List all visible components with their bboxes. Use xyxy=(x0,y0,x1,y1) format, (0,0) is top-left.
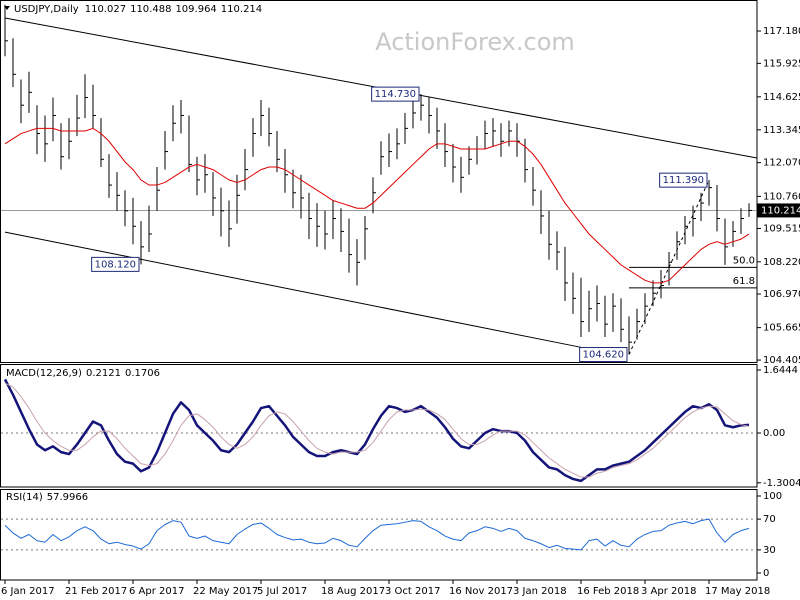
indicator-line xyxy=(3,378,750,483)
watermark: ActionForex.com xyxy=(375,28,575,56)
annotation-box xyxy=(371,86,420,102)
x-tick-label: 3 Apr 2018 xyxy=(641,586,696,597)
y-tick-label: 104.405 xyxy=(763,355,800,366)
y-tick-label: -1.3004 xyxy=(763,478,800,489)
rsi-header: RSI(14) 57.9966 xyxy=(6,492,88,503)
fib-label: 61.8 xyxy=(733,276,755,287)
y-tick-label: 105.665 xyxy=(763,323,800,334)
annotation-box xyxy=(659,172,708,188)
y-tick-label: 114.625 xyxy=(763,92,800,103)
y-tick-label: 30 xyxy=(763,545,776,556)
annotation-box xyxy=(91,256,140,272)
macd-title: MACD(12,26,9) xyxy=(6,368,82,379)
x-tick-label: 17 May 2018 xyxy=(705,586,770,597)
macd-value: 0.2121 xyxy=(86,368,121,379)
last-price-label: 110.214 xyxy=(761,205,800,216)
y-tick-label: 106.970 xyxy=(763,289,800,300)
x-tick-label: 5 Jul 2017 xyxy=(257,586,307,597)
x-tick-label: 21 Feb 2017 xyxy=(65,586,127,597)
annotation: 111.390 xyxy=(659,172,708,188)
rsi-panel-border xyxy=(0,489,758,581)
annotation: 114.730 xyxy=(371,86,420,102)
moving-average xyxy=(4,127,750,284)
x-tick-label: 18 Aug 2017 xyxy=(321,586,385,597)
rsi-value: 57.9966 xyxy=(47,492,88,503)
annotation-label: 111.390 xyxy=(663,175,704,186)
y-tick-label: 110.760 xyxy=(763,191,800,202)
annotation-label: 108.120 xyxy=(95,259,136,270)
annotation: 104.620 xyxy=(579,347,628,363)
trendline xyxy=(4,231,582,348)
last-price-box xyxy=(757,203,800,218)
quote-open: 110.027 xyxy=(85,4,126,15)
rsi-title: RSI(14) xyxy=(6,492,43,503)
fib-label: 50.0 xyxy=(733,255,755,266)
y-tick-label: 117.180 xyxy=(763,26,800,37)
price-panel-border xyxy=(0,0,758,363)
quote-low: 109.964 xyxy=(175,4,216,15)
x-tick-label: 3 Jan 2018 xyxy=(513,586,567,597)
x-tick-label: 16 Nov 2017 xyxy=(449,586,513,597)
x-tick-label: 6 Jan 2017 xyxy=(1,586,55,597)
y-tick-label: 112.070 xyxy=(763,158,800,169)
annotation-label: 104.620 xyxy=(583,350,624,361)
quote-close: 110.214 xyxy=(221,4,262,15)
y-tick-label: 0 xyxy=(763,568,769,579)
y-tick-label: 109.515 xyxy=(763,223,800,234)
x-tick-label: 6 Apr 2017 xyxy=(129,586,184,597)
x-tick-label: 16 Feb 2018 xyxy=(577,586,639,597)
x-tick-label: 22 May 2017 xyxy=(193,586,258,597)
annotation: 108.120 xyxy=(91,256,140,272)
macd-panel-border xyxy=(0,364,758,488)
indicator-line xyxy=(4,382,750,478)
price-header: USDJPY,Daily 110.027 110.488 109.964 110.214 xyxy=(14,4,262,15)
quote-high: 110.488 xyxy=(130,4,171,15)
y-tick-label: 115.925 xyxy=(763,58,800,69)
annotation-label: 114.730 xyxy=(375,89,416,100)
indicator-line xyxy=(4,518,750,551)
trendline xyxy=(628,179,710,355)
macd-header: MACD(12,26,9) 0.2121 0.1706 xyxy=(6,368,160,379)
y-tick-label: 108.220 xyxy=(763,257,800,268)
y-tick-label: 0.00 xyxy=(763,428,785,439)
signal-value: 0.1706 xyxy=(125,368,160,379)
y-tick-label: 113.345 xyxy=(763,125,800,136)
y-tick-label: 100 xyxy=(763,491,782,502)
symbol: USDJPY,Daily xyxy=(14,4,79,15)
y-tick-label: 70 xyxy=(763,514,776,525)
x-tick-label: 3 Oct 2017 xyxy=(385,586,440,597)
y-tick-label: 1.6444 xyxy=(763,365,798,376)
frame xyxy=(0,0,758,581)
annotation-box xyxy=(579,347,628,363)
